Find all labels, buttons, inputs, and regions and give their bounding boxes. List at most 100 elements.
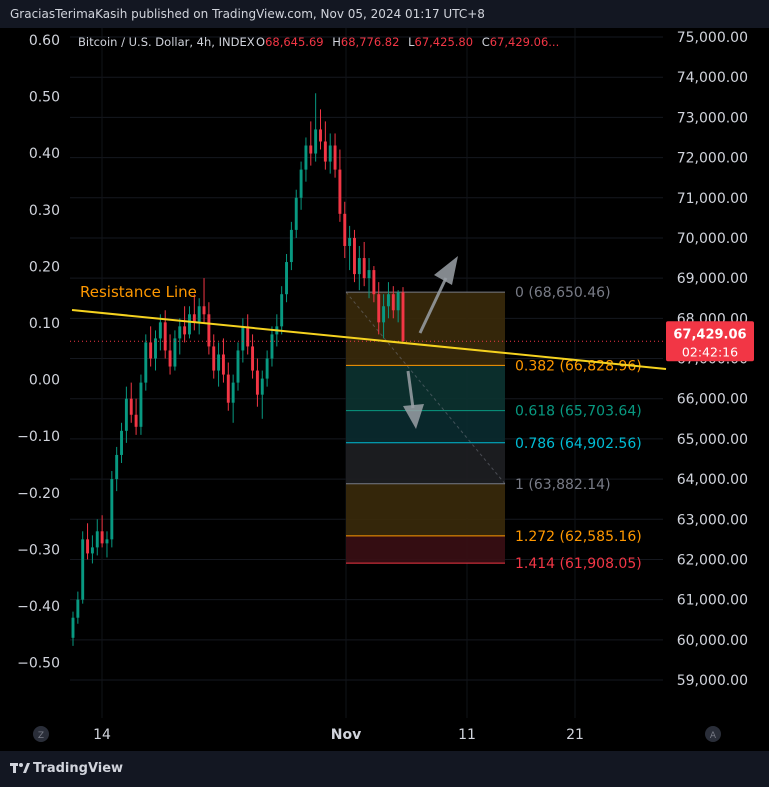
auto-scale-a-button[interactable]: A	[705, 726, 721, 742]
left-axis-tick: 0.20	[29, 259, 60, 275]
candle-body	[212, 346, 216, 371]
candle-body	[90, 547, 94, 554]
candle-body	[377, 294, 381, 323]
candle-body	[353, 237, 356, 275]
candle-body	[343, 213, 347, 246]
resistance-line[interactable]: Resistance Line	[71, 283, 667, 370]
high-label: H	[332, 35, 341, 49]
candle-body	[154, 338, 157, 359]
candle-body	[338, 169, 342, 214]
low-value: 67,425.80	[415, 35, 474, 49]
chart-frame[interactable]: 0 (68,650.46) 0.382 (66,828.96) 0.618 (65,…	[0, 28, 769, 751]
fib-level-label: 0 (68,650.46)	[515, 285, 611, 301]
left-axis-tick: 0.50	[29, 90, 60, 106]
candle-body	[226, 374, 230, 403]
resistance-trendline[interactable]	[71, 309, 667, 370]
publish-text: GraciasTerimaKasih published on TradingV…	[10, 7, 485, 21]
candle-body	[110, 479, 114, 540]
candle-body	[333, 145, 337, 170]
high-value: 68,776.82	[341, 35, 400, 49]
candle-body	[178, 326, 182, 339]
fib-level-label: 1.272 (62,585.16)	[515, 529, 642, 545]
left-axis-tick: −0.30	[17, 542, 60, 558]
chart-canvas[interactable]: 0 (68,650.46) 0.382 (66,828.96) 0.618 (65,…	[0, 28, 769, 751]
publish-header: GraciasTerimaKasih published on TradingV…	[0, 0, 769, 28]
candle-body	[217, 354, 221, 371]
candle-body	[134, 414, 138, 427]
right-axis-tick: 72,000.00	[677, 151, 748, 167]
z-label: Z	[38, 731, 44, 741]
candle-body	[124, 398, 128, 431]
left-axis-tick: 0.40	[29, 146, 60, 162]
candle-body	[280, 294, 284, 327]
last-price-badge[interactable]: 67,429.06 02:42:16	[666, 321, 754, 362]
candle-body	[372, 270, 376, 295]
candle-body	[86, 539, 90, 554]
candle-body	[246, 326, 250, 347]
candle-body	[158, 322, 162, 339]
footer-bar: TradingView	[0, 751, 769, 787]
time-axis-tick: Nov	[331, 727, 361, 743]
candle-body	[299, 169, 303, 198]
time-axis[interactable]: 14 Nov 11 21	[93, 727, 584, 743]
candle-body	[105, 539, 109, 544]
candle-body	[192, 314, 196, 323]
right-axis-tick: 66,000.00	[677, 392, 748, 408]
candle-body	[289, 229, 293, 263]
left-axis-tick: 0.30	[29, 203, 60, 219]
candle-body	[270, 334, 274, 359]
fib-level-label: 0.382 (66,828.96)	[515, 358, 642, 374]
right-axis-tick: 69,000.00	[677, 271, 748, 287]
arrow-up[interactable]	[418, 256, 458, 334]
left-axis-tick: −0.20	[17, 486, 60, 502]
time-axis-tick: 14	[93, 727, 111, 743]
fib-zone	[346, 535, 505, 564]
candle-body	[319, 129, 322, 142]
low-label: L	[408, 35, 415, 49]
ohlc-readout: O68,645.69 H68,776.82 L67,425.80 C67,429…	[256, 35, 559, 49]
candle-body	[382, 306, 386, 323]
fib-extension[interactable]: 0 (68,650.46) 0.382 (66,828.96) 0.618 (65,…	[345, 285, 642, 572]
candle-body	[173, 338, 177, 367]
scale-mode-z-button[interactable]: Z	[33, 726, 49, 742]
fib-zone	[346, 442, 505, 484]
left-axis-tick: −0.40	[17, 599, 60, 615]
left-axis-tick: 0.00	[29, 373, 60, 389]
candle-body	[139, 382, 143, 427]
candle-body	[294, 197, 298, 230]
candle-body	[285, 262, 288, 295]
fib-zone	[346, 410, 505, 443]
arrow-down[interactable]	[403, 370, 424, 429]
candle-body	[81, 539, 85, 600]
candle-body	[221, 354, 225, 375]
right-axis-tick: 62,000.00	[677, 552, 748, 568]
open-value: 68,645.69	[265, 35, 324, 49]
candle-body	[115, 454, 119, 480]
candle-body	[163, 322, 167, 351]
candle-body	[241, 326, 245, 351]
right-axis-tick: 64,000.00	[677, 472, 748, 488]
a-label: A	[710, 731, 717, 741]
candle-body	[386, 294, 390, 307]
candle-body	[231, 382, 235, 403]
right-axis-tick: 74,000.00	[677, 70, 748, 86]
candle-body	[95, 531, 99, 548]
left-axis-tick: −0.10	[17, 429, 60, 445]
candle-body	[207, 314, 211, 347]
candle-body	[362, 258, 366, 279]
right-axis-tick: 65,000.00	[677, 432, 748, 448]
fib-zone	[346, 292, 505, 366]
candle-body	[348, 237, 352, 246]
candle-body	[202, 306, 206, 315]
time-axis-tick: 11	[458, 727, 476, 743]
fib-zone	[346, 483, 505, 536]
candle-body	[168, 350, 172, 367]
candle-body	[71, 617, 75, 638]
right-axis-tick: 73,000.00	[677, 110, 748, 126]
fib-level-label: 0.618 (65,703.64)	[515, 404, 642, 420]
candle-body	[255, 370, 259, 395]
symbol-name: Bitcoin / U.S. Dollar, 4h, INDEX	[78, 35, 255, 49]
right-axis-tick: 70,000.00	[677, 231, 748, 247]
open-label: O	[256, 35, 265, 49]
direction-arrows[interactable]	[403, 256, 458, 429]
